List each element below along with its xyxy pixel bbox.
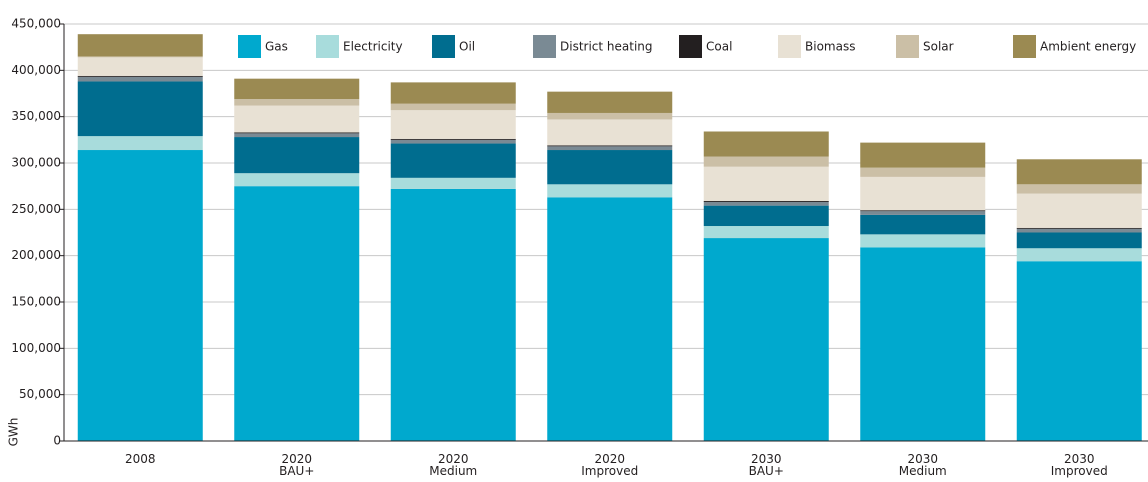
bar-segment: [390, 143, 516, 178]
x-tick-label: 2008: [124, 452, 156, 466]
legend-label: Solar: [923, 40, 954, 54]
bar-segment: [860, 247, 986, 441]
legend-label: Ambient energy: [1040, 40, 1136, 54]
bar-segment: [77, 56, 203, 58]
y-tick-label: 0: [53, 434, 61, 448]
bar-segment: [547, 150, 673, 185]
y-tick-label: 200,000: [11, 248, 61, 262]
y-tick-label: 300,000: [11, 156, 61, 170]
bar-segment: [547, 145, 673, 147]
bar-segment: [860, 234, 986, 248]
bar-segment: [77, 150, 203, 441]
bar-segment: [1016, 184, 1142, 194]
bar-segment: [703, 156, 829, 167]
y-tick-label: 150,000: [11, 295, 61, 309]
bar-segment: [860, 167, 986, 177]
bar-segment: [703, 226, 829, 239]
y-tick-label: 250,000: [11, 202, 61, 216]
bar-segment: [77, 34, 203, 57]
bar-segment: [77, 75, 203, 77]
bar-segment: [234, 99, 360, 106]
bar-segment: [547, 146, 673, 151]
bar-segment: [860, 142, 986, 168]
bar-segment: [703, 131, 829, 157]
bar-segment: [77, 76, 203, 82]
bar-segment: [77, 81, 203, 137]
bar-segment: [547, 119, 673, 146]
x-tick-label: 2020 Improved: [581, 452, 639, 478]
bar-segment: [547, 184, 673, 198]
bar-segment: [860, 211, 986, 215]
y-tick-label: 350,000: [11, 109, 61, 123]
bar-segment: [703, 238, 829, 441]
bar-segment: [1016, 159, 1142, 185]
bar-segment: [234, 137, 360, 174]
bar-segment: [390, 138, 516, 140]
bar-segment: [234, 173, 360, 187]
bar-segment: [390, 177, 516, 189]
y-tick-label: 50,000: [19, 387, 61, 401]
bar-segment: [703, 200, 829, 202]
bar-segment: [77, 57, 203, 76]
bar-segment: [547, 91, 673, 113]
bar-segment: [860, 210, 986, 212]
bar-segment: [1016, 232, 1142, 249]
bar-segment: [390, 82, 516, 104]
bar-segment: [547, 197, 673, 441]
legend-label: Oil: [459, 40, 475, 54]
bar-segment: [1016, 193, 1142, 228]
bar-segment: [703, 166, 829, 201]
bar-segment: [234, 133, 360, 138]
x-tick-label: 2030 Improved: [1050, 452, 1108, 478]
bar-segment: [703, 201, 829, 206]
legend-swatch: [316, 35, 339, 58]
legend-label: Electricity: [343, 40, 403, 54]
bar-segment: [390, 103, 516, 111]
legend-label: District heating: [560, 40, 653, 54]
bar-segment: [234, 186, 360, 441]
legend-swatch: [778, 35, 801, 58]
x-tick-label: 2030 Medium: [898, 452, 947, 478]
bar-segment: [234, 132, 360, 134]
bar-segment: [1016, 227, 1142, 229]
legend-swatch: [1013, 35, 1036, 58]
bar-segment: [234, 105, 360, 133]
legend-label: Coal: [706, 40, 732, 54]
legend-label: Biomass: [805, 40, 855, 54]
y-tick-label: 100,000: [11, 341, 61, 355]
legend-swatch: [432, 35, 455, 58]
y-tick-label: 450,000: [11, 17, 61, 31]
bar-segment: [860, 214, 986, 235]
legend-swatch: [679, 35, 702, 58]
legend-swatch: [896, 35, 919, 58]
x-tick-label: 2020 BAU+: [279, 452, 315, 478]
x-tick-label: 2020 Medium: [429, 452, 478, 478]
bar-segment: [547, 112, 673, 120]
legend-swatch: [533, 35, 556, 58]
bar-segment: [1016, 261, 1142, 441]
bar-segment: [703, 205, 829, 227]
legend-swatch: [238, 35, 261, 58]
bar-segment: [860, 176, 986, 211]
bar-segment: [390, 139, 516, 144]
y-axis-label: GWh: [7, 418, 21, 447]
bar-segment: [390, 110, 516, 139]
x-tick-label: 2030 BAU+: [748, 452, 784, 478]
bar-segment: [1016, 228, 1142, 233]
bar-segment: [77, 136, 203, 151]
bar-segment: [234, 78, 360, 100]
y-tick-label: 400,000: [11, 63, 61, 77]
bar-segment: [1016, 248, 1142, 262]
legend-label: Gas: [265, 40, 288, 54]
bar-segment: [390, 188, 516, 441]
